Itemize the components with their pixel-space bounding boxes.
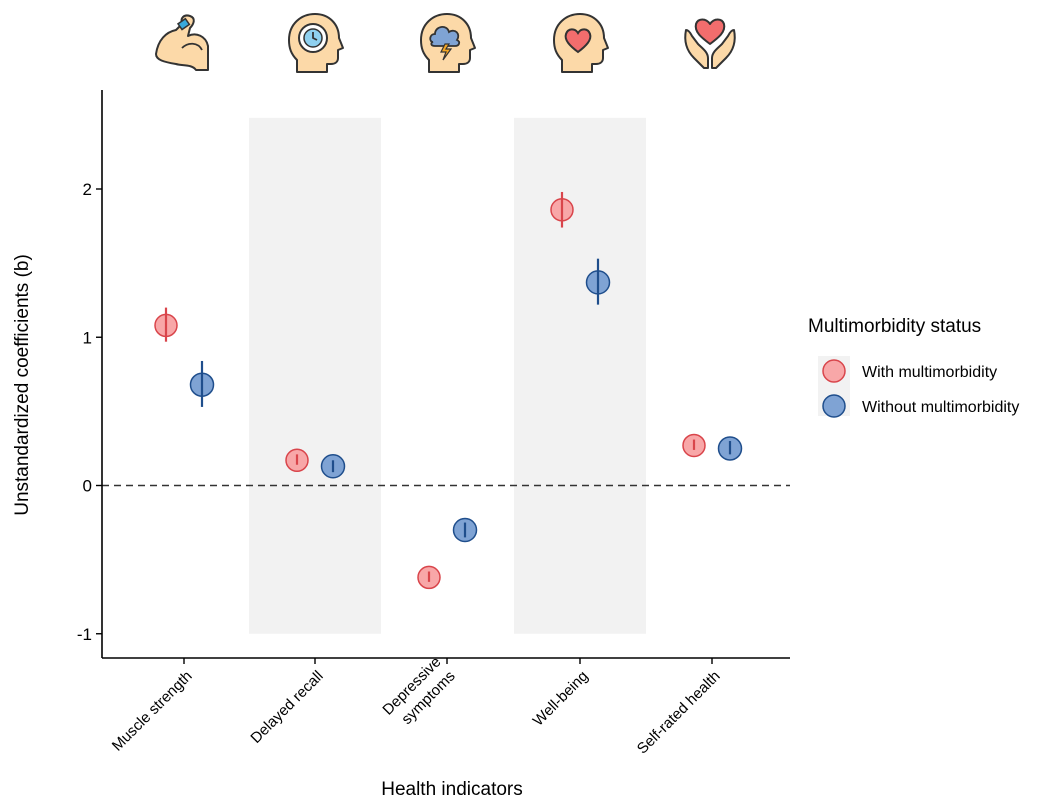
- legend: Multimorbidity status With multimorbidity…: [808, 316, 1019, 418]
- x-tick-label: Self-rated health: [634, 668, 724, 758]
- data-point-group: [320, 453, 346, 479]
- legend-marker: [822, 394, 846, 418]
- storm-cloud: [429, 26, 461, 47]
- data-point-group: [154, 307, 178, 342]
- left-hand: [684, 29, 709, 69]
- legend-label: Without multimorbidity: [862, 399, 1019, 416]
- clock-hands: [312, 32, 318, 41]
- bicep-line: [181, 42, 203, 51]
- shaded-band: [249, 117, 381, 634]
- x-tick-label-group: Muscle strength: [109, 668, 196, 755]
- y-tick-label: 1: [83, 328, 92, 347]
- legend-label: With multimorbidity: [862, 364, 997, 381]
- x-tick-label: Well-being: [530, 668, 592, 730]
- wristband: [176, 17, 191, 31]
- data-point-group: [452, 517, 478, 543]
- y-tick-label: -1: [77, 625, 92, 644]
- data-point-group: [717, 436, 743, 461]
- x-tick-label: Delayed recall: [247, 668, 326, 747]
- head-storm-cloud-icon: [420, 13, 476, 73]
- x-axis-title: Health indicators: [381, 779, 523, 800]
- shaded-band: [514, 117, 646, 634]
- y-tick-label: 2: [83, 180, 92, 199]
- right-hand: [711, 29, 736, 69]
- x-tick-label-group: Well-being: [530, 668, 592, 730]
- lightning-bolt: [440, 43, 453, 61]
- y-tick-label: 0: [83, 477, 92, 496]
- head-clock-icon: [288, 13, 344, 73]
- head-heart-icon: [553, 13, 609, 73]
- x-tick-label-group: Delayed recall: [247, 668, 326, 747]
- data-point-group: [585, 258, 611, 305]
- data-point-group: [682, 433, 706, 458]
- data-points: [154, 191, 743, 590]
- heart: [564, 28, 592, 54]
- data-point-group: [417, 565, 441, 590]
- shaded-bands: [249, 117, 646, 634]
- legend-title: Multimorbidity status: [808, 316, 981, 337]
- flexed-arm-icon: [155, 14, 209, 71]
- heart: [694, 18, 726, 45]
- hands-heart-icon: [684, 18, 736, 69]
- data-point-group: [550, 191, 574, 228]
- x-tick-label: Muscle strength: [109, 668, 196, 755]
- indicator-icons: [155, 13, 736, 73]
- axes: -1 0 1 2 Muscle strength Delayed recall Depres…: [12, 90, 790, 800]
- legend-marker: [822, 359, 846, 383]
- data-point-group: [285, 448, 309, 473]
- data-point-group: [189, 360, 215, 407]
- x-tick-label-group: Self-rated health: [634, 668, 724, 758]
- y-axis-title: Unstandardized coefficients (b): [12, 254, 33, 516]
